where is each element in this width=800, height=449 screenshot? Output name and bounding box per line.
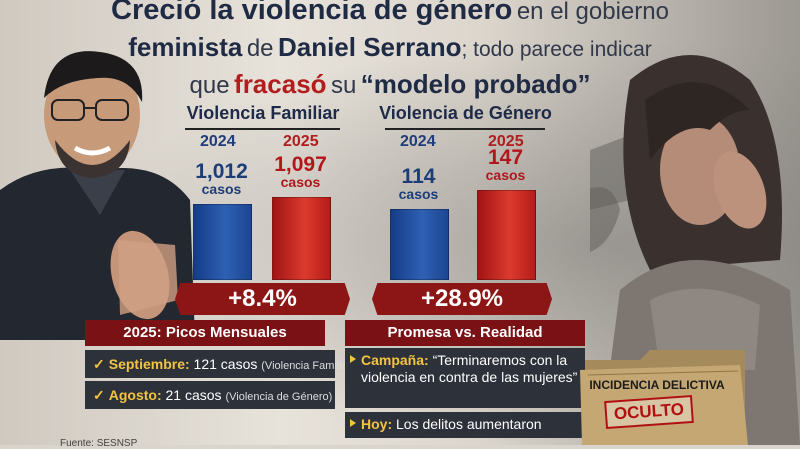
chart-1-change-badge: +8.4% xyxy=(175,283,350,315)
picos-row-value: 121 casos xyxy=(193,356,258,372)
campaign-key: Campaña: xyxy=(361,352,429,368)
picos-row: ✓ Agosto: 21 casos (Violencia de Género) xyxy=(85,381,335,409)
headline-part: feminista xyxy=(128,32,243,62)
picos-row-key: Septiembre: xyxy=(108,356,190,372)
triangle-bullet-icon xyxy=(350,419,356,427)
value-number: 114 xyxy=(401,165,436,189)
chart-2-change-badge: +28.9% xyxy=(372,283,552,315)
chart-2-title: Violencia de Género xyxy=(379,103,552,123)
headline-line-3: que fracasó su “modelo probado” xyxy=(110,68,670,105)
triangle-bullet-icon xyxy=(350,355,356,363)
folder-label: INCIDENCIA DELICTIVA xyxy=(589,378,725,392)
headline-part: en el gobierno xyxy=(516,0,669,25)
chart-1-tick-2025: 2025 xyxy=(283,133,319,150)
chart-2-value-2024: 114 casos xyxy=(380,165,457,203)
value-number: 1,012 xyxy=(195,159,248,183)
headline-line-1: Creció la violencia de género en el gobi… xyxy=(110,0,670,31)
chart-1-title: Violencia Familiar xyxy=(186,103,340,123)
headline-part: fracasó xyxy=(234,69,327,99)
promesa-campaign: Campaña: “Terminaremos con la violencia … xyxy=(345,348,585,408)
chart-2-bar-2025 xyxy=(477,189,536,280)
man-photo xyxy=(0,51,195,340)
chart-2-tick-2025: 2025 xyxy=(488,133,524,150)
picos-title: 2025: Picos Mensuales xyxy=(85,320,325,346)
headline-part: de xyxy=(246,35,274,62)
headline-part: “modelo probado” xyxy=(360,69,591,99)
value-number: 1,097 xyxy=(274,153,327,177)
hoy-text: Los delitos aumentaron xyxy=(396,416,542,432)
value-number: 147 xyxy=(487,145,524,169)
picos-row: ✓ Septiembre: 121 casos (Violencia Famili… xyxy=(85,350,355,378)
chart-1-value-2024: 1,012 casos xyxy=(183,159,260,197)
check-icon: ✓ xyxy=(93,356,105,372)
divider xyxy=(385,128,545,130)
source-note: Fuente: SESNSP xyxy=(60,438,138,449)
value-unit: casos xyxy=(201,180,242,197)
headline-part: Daniel Serrano xyxy=(277,32,462,62)
chart-1-bar-2024 xyxy=(193,203,252,280)
divider xyxy=(185,128,340,130)
chart-2-bar-2024 xyxy=(390,209,449,280)
folder-icon xyxy=(580,350,748,445)
value-unit: casos xyxy=(280,174,321,191)
headline-line-2: feminista de Daniel Serrano; todo parece… xyxy=(110,31,670,68)
headline-part: que xyxy=(189,72,230,99)
hoy-key: Hoy: xyxy=(361,416,393,432)
chart-2-tick-2024: 2024 xyxy=(400,133,436,150)
promesa-hoy: Hoy: Los delitos aumentaron xyxy=(345,412,585,438)
headline: Creció la violencia de género en el gobi… xyxy=(110,0,670,105)
picos-row-value: 21 casos xyxy=(165,387,222,403)
headline-part: ; todo parece indicar xyxy=(461,38,652,61)
chart-1-bar-2025 xyxy=(272,197,331,280)
value-unit: casos xyxy=(398,186,439,203)
picos-row-key: Agosto: xyxy=(108,387,162,403)
campaign-text: “Terminaremos con la violencia en contra… xyxy=(361,352,578,385)
value-unit: casos xyxy=(485,166,526,183)
check-icon: ✓ xyxy=(93,387,105,403)
promesa-title: Promesa vs. Realidad xyxy=(345,320,585,346)
picos-row-note: (Violencia de Género) xyxy=(225,391,333,403)
picos-row-note: (Violencia Familiar) xyxy=(261,360,356,372)
chart-1-value-2025: 1,097 casos xyxy=(262,153,339,191)
headline-part: su xyxy=(330,72,357,99)
chart-2-value-2025: 147 casos xyxy=(467,145,544,183)
chart-1-tick-2024: 2024 xyxy=(200,133,236,150)
headline-part: Creció la violencia de género xyxy=(111,0,513,26)
